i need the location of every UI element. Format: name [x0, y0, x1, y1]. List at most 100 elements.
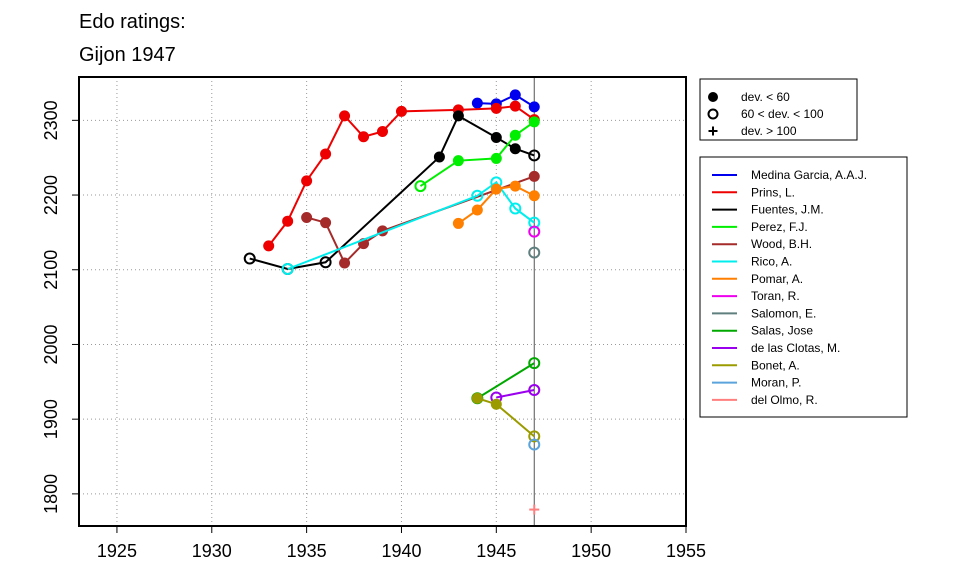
data-point-5-4	[528, 216, 541, 229]
data-point-13-0	[529, 504, 540, 515]
marker-legend-symbol-1	[707, 108, 719, 120]
y-tick-label-2100: 2100	[41, 250, 61, 290]
data-point-9-1	[528, 357, 541, 370]
data-point-1-1	[282, 215, 294, 227]
data-point-1-7	[395, 105, 407, 117]
legend-label-7: Toran, R.	[751, 289, 800, 303]
series-line-10	[496, 389, 535, 399]
data-point-6-4	[528, 190, 540, 202]
legend-label-6: Pomar, A.	[751, 272, 803, 286]
data-point-0-3	[528, 101, 540, 113]
legend-label-8: Salomon, E.	[751, 306, 816, 320]
series-line-0	[477, 93, 535, 108]
data-point-2-0	[243, 252, 256, 265]
data-point-4-0	[301, 211, 313, 223]
data-point-11-1	[490, 398, 502, 410]
y-tick-label-1800: 1800	[41, 474, 61, 514]
series-line-11	[477, 397, 535, 438]
data-point-1-0	[263, 240, 275, 252]
data-point-4-1	[320, 217, 332, 229]
marker-legend: dev. < 60 60 < dev. < 100 dev. > 100	[699, 78, 858, 141]
legend-label-3: Perez, F.J.	[751, 220, 808, 234]
data-point-1-3	[320, 148, 332, 160]
data-point-5-1	[471, 189, 484, 202]
data-point-2-3	[433, 151, 445, 163]
legend-label-13: del Olmo, R.	[751, 393, 818, 407]
data-point-5-0	[281, 263, 294, 276]
data-point-3-4	[528, 116, 540, 128]
series-1	[263, 100, 540, 252]
legend-label-12: Moran, P.	[751, 376, 801, 390]
data-point-3-2	[490, 152, 502, 164]
legend-label-1: Prins, L.	[751, 185, 795, 199]
legend-label-10: de las Clotas, M.	[751, 341, 840, 355]
data-point-2-7	[528, 149, 541, 162]
series-line-9	[476, 362, 535, 400]
series-13	[529, 504, 540, 515]
data-point-11-2	[528, 430, 541, 443]
x-tick-label-1925: 1925	[97, 541, 137, 561]
data-point-6-0	[452, 217, 464, 229]
data-point-3-0	[414, 180, 427, 193]
data-point-2-2	[319, 256, 332, 269]
data-point-1-4	[339, 110, 351, 122]
chart-title: Edo ratings:	[79, 11, 186, 33]
data-point-1-6	[377, 126, 388, 138]
x-tick-label-1935: 1935	[287, 541, 327, 561]
legend-label-4: Wood, B.H.	[751, 237, 812, 251]
series-3	[414, 116, 540, 193]
data-point-1-5	[358, 131, 370, 143]
x-tick-label-1955: 1955	[666, 541, 706, 561]
x-axis: 1925 1930 1935 1940 1945 1950 1955	[97, 526, 706, 561]
y-tick-label-2000: 2000	[41, 324, 61, 364]
data-point-8-0	[528, 246, 541, 259]
data-point-7-0	[528, 225, 541, 238]
data-point-3-3	[509, 129, 521, 141]
data-point-1-9	[490, 102, 502, 114]
legend-label-9: Salas, Jose	[751, 324, 813, 338]
y-tick-label-2300: 2300	[41, 100, 61, 140]
marker-legend-label-1: 60 < dev. < 100	[741, 107, 824, 121]
data-point-1-10	[509, 100, 521, 112]
legend-label-2: Fuentes, J.M.	[751, 203, 824, 217]
data-point-3-1	[452, 155, 464, 167]
y-axis: 1800 1900 2000 2100 2200 2300	[41, 100, 79, 514]
legend-label-0: Medina Garcia, A.A.J.	[751, 168, 867, 182]
marker-legend-symbol-0	[708, 92, 718, 102]
legend-label-5: Rico, A.	[751, 255, 792, 269]
data-point-5-3	[509, 202, 522, 215]
plot-frame	[78, 76, 687, 527]
series-11	[471, 392, 541, 443]
y-tick-label-1900: 1900	[41, 399, 61, 439]
data-point-6-1	[471, 204, 483, 216]
data-point-2-6	[509, 143, 521, 155]
y-tick-label-2200: 2200	[41, 175, 61, 215]
chart-subtitle: Gijon 1947	[79, 44, 176, 66]
data-point-12-0	[528, 438, 541, 451]
marker-legend-label-2: dev. > 100	[741, 124, 797, 138]
data-point-2-4	[452, 110, 464, 122]
marker-legend-symbol-2	[708, 126, 718, 136]
series-line-5	[287, 180, 535, 270]
x-tick-label-1930: 1930	[192, 541, 232, 561]
data-point-1-2	[301, 175, 313, 187]
series-legend: Medina Garcia, A.A.J. Prins, L. Fuentes, J…	[699, 156, 908, 418]
data-point-0-2	[509, 89, 521, 101]
marker-legend-box	[699, 78, 858, 141]
x-tick-label-1950: 1950	[571, 541, 611, 561]
data-point-6-2	[490, 183, 502, 195]
marker-legend-label-0: dev. < 60	[741, 90, 790, 104]
series-5	[281, 176, 541, 276]
data-point-2-5	[490, 132, 502, 144]
series-legend-box	[699, 156, 908, 418]
data-point-0-0	[471, 97, 483, 109]
data-point-4-2	[339, 257, 351, 269]
data-point-10-1	[528, 384, 541, 397]
series-layer	[243, 89, 541, 515]
series-6	[452, 180, 540, 229]
data-point-4-5	[528, 170, 540, 182]
data-point-6-3	[509, 180, 521, 192]
series-8	[528, 246, 541, 259]
data-point-11-0	[471, 392, 483, 404]
